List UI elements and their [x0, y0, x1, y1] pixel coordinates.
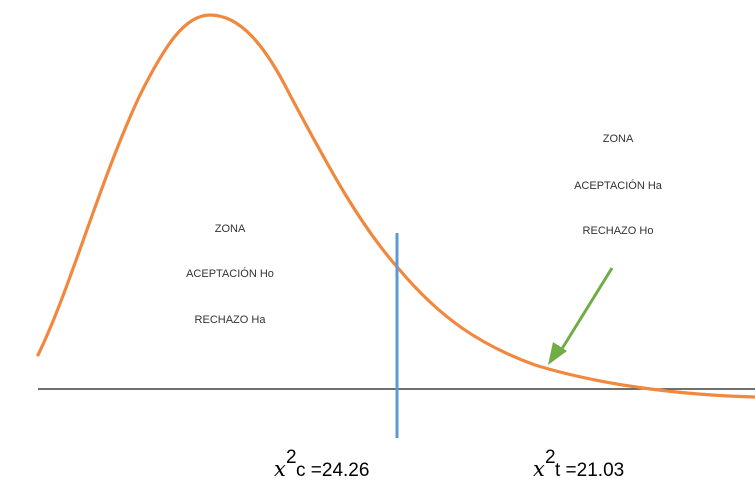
chi-calc-value: c =24.26 [296, 460, 369, 481]
distribution-curve [36, 13, 755, 399]
chi-table-exponent: 2 [545, 447, 556, 468]
left-zone-line-3: RECHAZO Ha [195, 314, 267, 326]
chi-calculated-label: x 2 c =24.26 [274, 447, 369, 481]
right-zone-line-2: ACEPTACIÓN Ha [574, 179, 663, 192]
chi-table-value: t =21.03 [555, 460, 624, 481]
chi-table-label: x 2 t =21.03 [533, 447, 624, 481]
chi-calc-symbol: x [274, 457, 286, 481]
left-zone-line-2: ACEPTACIÓN Ho [186, 267, 274, 280]
left-zone-line-1: ZONA [215, 223, 246, 235]
arrow-icon [548, 267, 614, 365]
chi-calc-exponent: 2 [286, 447, 297, 468]
right-zone-line-3: RECHAZO Ho [583, 225, 654, 237]
chi-table-symbol: x [533, 457, 545, 481]
right-zone-line-1: ZONA [603, 133, 634, 145]
